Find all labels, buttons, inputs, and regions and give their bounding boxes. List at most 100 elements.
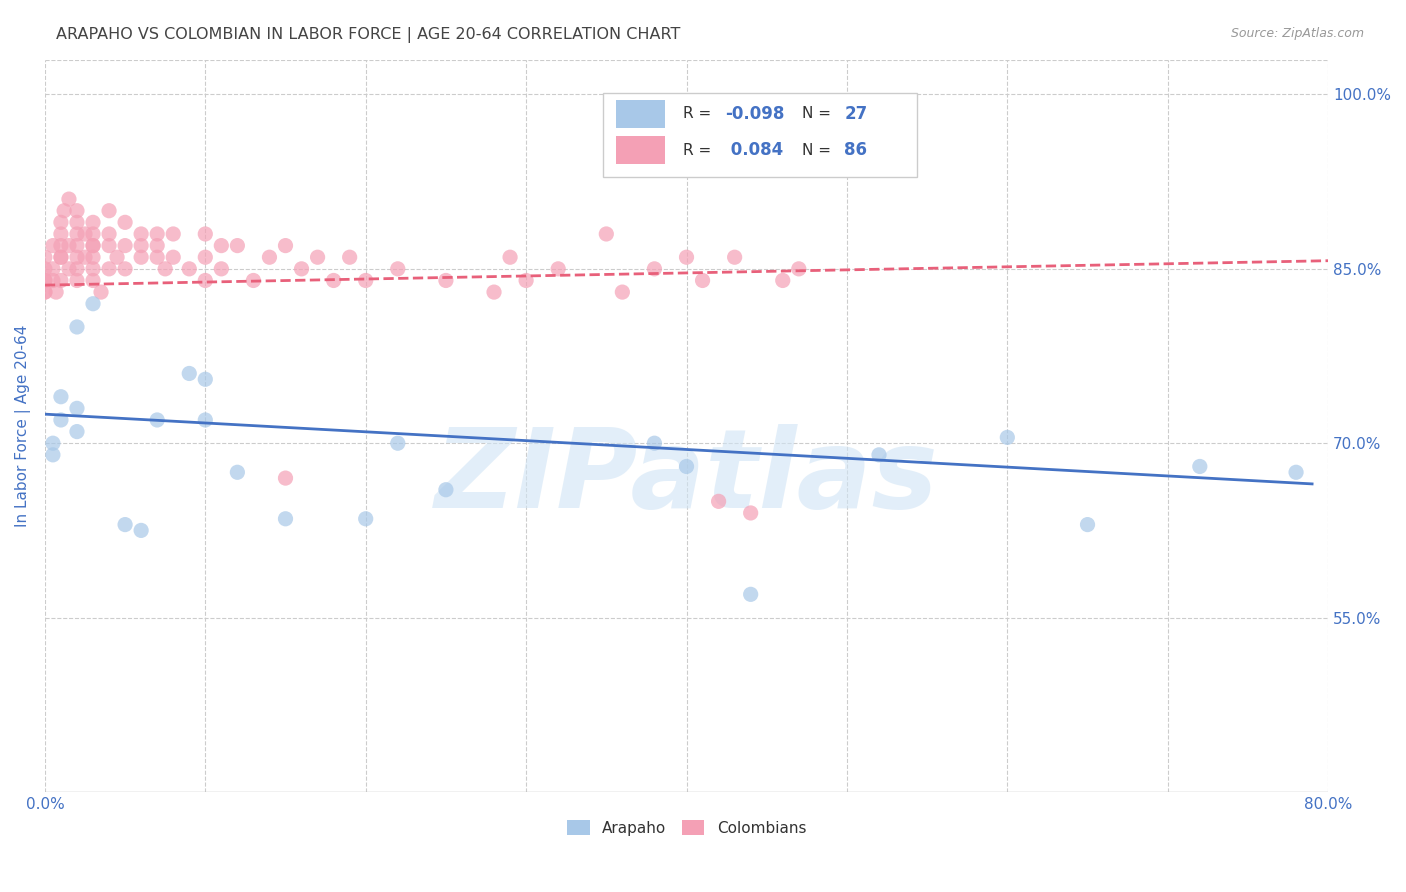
Point xyxy=(73,250,96,264)
Point xyxy=(259,250,281,264)
Point xyxy=(868,448,890,462)
Point xyxy=(66,203,89,218)
Point xyxy=(129,524,152,538)
Point xyxy=(49,238,72,252)
Point xyxy=(772,273,794,287)
Point xyxy=(129,250,152,264)
Point xyxy=(34,250,56,264)
Point xyxy=(42,273,65,287)
Point xyxy=(82,238,104,252)
Point xyxy=(274,512,297,526)
Point xyxy=(82,227,104,241)
Point xyxy=(66,320,89,334)
Point xyxy=(82,238,104,252)
Point xyxy=(612,285,634,299)
Point xyxy=(66,261,89,276)
Point xyxy=(98,261,121,276)
Point xyxy=(49,250,72,264)
Point xyxy=(129,238,152,252)
FancyBboxPatch shape xyxy=(603,93,918,177)
Text: R =: R = xyxy=(683,143,716,158)
Bar xyxy=(616,100,665,128)
Point xyxy=(179,261,201,276)
Point xyxy=(194,227,217,241)
Point xyxy=(49,250,72,264)
Point xyxy=(354,273,377,287)
Point xyxy=(515,273,537,287)
Point xyxy=(49,273,72,287)
Point xyxy=(34,273,56,287)
Point xyxy=(82,261,104,276)
Point xyxy=(42,448,65,462)
Text: 86: 86 xyxy=(845,142,868,160)
Text: 27: 27 xyxy=(845,104,868,123)
Text: ARAPAHO VS COLOMBIAN IN LABOR FORCE | AGE 20-64 CORRELATION CHART: ARAPAHO VS COLOMBIAN IN LABOR FORCE | AG… xyxy=(56,27,681,43)
Point xyxy=(146,250,169,264)
Point xyxy=(114,238,136,252)
Point xyxy=(49,215,72,229)
Point xyxy=(66,238,89,252)
Point xyxy=(194,413,217,427)
Point xyxy=(42,238,65,252)
Point xyxy=(339,250,361,264)
Point xyxy=(34,273,56,287)
Point xyxy=(209,261,232,276)
Point xyxy=(547,261,569,276)
Point xyxy=(595,227,617,241)
Point xyxy=(354,512,377,526)
Point xyxy=(114,261,136,276)
Point xyxy=(58,261,80,276)
Point xyxy=(995,430,1018,444)
Point xyxy=(66,425,89,439)
Point xyxy=(45,285,67,299)
Point xyxy=(66,215,89,229)
Point xyxy=(49,413,72,427)
Point xyxy=(179,367,201,381)
Point xyxy=(194,250,217,264)
Point xyxy=(740,506,762,520)
Point xyxy=(42,436,65,450)
Point xyxy=(242,273,264,287)
Point xyxy=(194,372,217,386)
Point xyxy=(153,261,176,276)
Text: R =: R = xyxy=(683,106,716,121)
Point xyxy=(34,261,56,276)
Point xyxy=(98,227,121,241)
Point xyxy=(194,273,217,287)
Point xyxy=(692,273,714,287)
Point xyxy=(643,436,665,450)
Text: 0.084: 0.084 xyxy=(725,142,783,160)
Point xyxy=(482,285,505,299)
Point xyxy=(66,250,89,264)
Point xyxy=(387,436,409,450)
Point xyxy=(226,238,249,252)
Point xyxy=(162,227,184,241)
Point xyxy=(98,203,121,218)
Point xyxy=(209,238,232,252)
Text: N =: N = xyxy=(801,143,837,158)
Point xyxy=(34,285,56,299)
Point xyxy=(90,285,112,299)
Text: Source: ZipAtlas.com: Source: ZipAtlas.com xyxy=(1230,27,1364,40)
Point xyxy=(290,261,312,276)
Point xyxy=(387,261,409,276)
Point xyxy=(643,261,665,276)
Bar xyxy=(616,136,665,164)
Point xyxy=(82,296,104,310)
Text: -0.098: -0.098 xyxy=(725,104,785,123)
Point xyxy=(322,273,344,287)
Point xyxy=(98,238,121,252)
Point xyxy=(499,250,522,264)
Point xyxy=(114,517,136,532)
Point xyxy=(66,401,89,416)
Point xyxy=(226,465,249,479)
Point xyxy=(274,238,297,252)
Point xyxy=(66,273,89,287)
Point xyxy=(34,285,56,299)
Point xyxy=(146,227,169,241)
Point xyxy=(49,227,72,241)
Point xyxy=(82,250,104,264)
Point xyxy=(129,227,152,241)
Point xyxy=(42,261,65,276)
Point xyxy=(675,459,697,474)
